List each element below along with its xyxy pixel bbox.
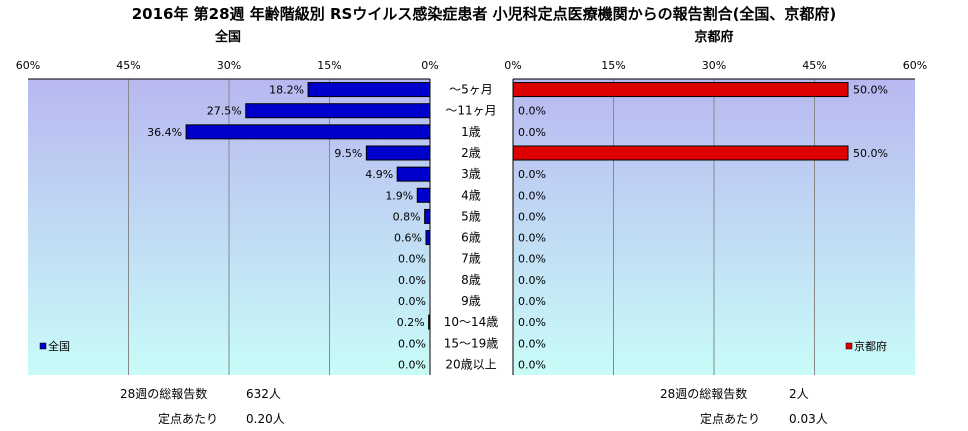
left-bar — [245, 103, 431, 119]
category-label: 3歳 — [461, 167, 481, 181]
category-label: 4歳 — [461, 188, 481, 202]
right-legend-swatch — [845, 342, 853, 350]
category-label: 7歳 — [461, 252, 481, 266]
category-label: 5歳 — [461, 209, 481, 223]
left-x-tick-label: 0% — [421, 59, 438, 72]
left-bar — [428, 314, 431, 330]
right-total-value: 2人 — [789, 387, 809, 401]
left-bar-value-label: 0.0% — [398, 358, 426, 371]
category-label: 9歳 — [461, 294, 481, 308]
right-bar-value-label: 0.0% — [518, 210, 546, 223]
right-total-label: 28週の総報告数 — [660, 387, 748, 401]
left-bar — [396, 166, 431, 182]
right-bar — [512, 145, 849, 161]
left-bar — [424, 208, 431, 224]
left-bar-value-label: 27.5% — [207, 105, 242, 118]
chart-title: 2016年 第28週 年齢階級別 RSウイルス感染症患者 小児科定点医療機関から… — [131, 5, 837, 23]
category-label: 1歳 — [461, 125, 481, 139]
left-bar-value-label: 9.5% — [334, 147, 362, 160]
right-bar-value-label: 0.0% — [518, 295, 546, 308]
right-bar — [512, 82, 849, 98]
left-panel-title: 全国 — [214, 30, 241, 45]
left-total-value: 632人 — [246, 387, 281, 401]
right-bar-value-label: 0.0% — [518, 105, 546, 118]
right-bar-value-label: 0.0% — [518, 168, 546, 181]
right-x-tick-label: 15% — [601, 59, 625, 72]
right-bar-value-label: 0.0% — [518, 274, 546, 287]
left-x-tick-label: 15% — [317, 59, 341, 72]
left-bar — [416, 187, 431, 203]
left-per-value: 0.20人 — [246, 412, 285, 426]
right-bar-value-label: 50.0% — [853, 147, 888, 160]
category-label: 2歳 — [461, 146, 481, 160]
right-bar-value-label: 0.0% — [518, 126, 546, 139]
right-bar-value-label: 0.0% — [518, 253, 546, 266]
right-panel-title: 京都府 — [694, 30, 734, 45]
right-bar-value-label: 50.0% — [853, 84, 888, 97]
left-bar — [185, 124, 431, 140]
left-bar-value-label: 0.6% — [394, 232, 422, 245]
category-label: 20歳以上 — [445, 357, 496, 371]
left-bar-value-label: 0.0% — [398, 337, 426, 350]
left-bar — [365, 145, 431, 161]
right-per-value: 0.03人 — [789, 412, 828, 426]
left-bar — [307, 82, 431, 98]
category-label: 6歳 — [461, 231, 481, 245]
right-x-tick-label: 0% — [504, 59, 521, 72]
left-bar-value-label: 1.9% — [385, 189, 413, 202]
right-x-tick-label: 60% — [903, 59, 927, 72]
right-legend-label: 京都府 — [854, 339, 887, 353]
left-bar-value-label: 0.0% — [398, 274, 426, 287]
right-bar-value-label: 0.0% — [518, 189, 546, 202]
left-legend-swatch — [39, 342, 47, 350]
right-bar-value-label: 0.0% — [518, 358, 546, 371]
left-legend-label: 全国 — [48, 339, 70, 353]
right-x-tick-label: 30% — [702, 59, 726, 72]
category-label: ～5ヶ月 — [449, 83, 493, 97]
right-bar-value-label: 0.0% — [518, 316, 546, 329]
left-total-label: 28週の総報告数 — [120, 387, 208, 401]
left-bar-value-label: 4.9% — [365, 168, 393, 181]
left-bar-value-label: 0.0% — [398, 253, 426, 266]
right-bar-value-label: 0.0% — [518, 337, 546, 350]
left-x-tick-label: 30% — [217, 59, 241, 72]
category-label: 8歳 — [461, 273, 481, 287]
right-bar-value-label: 0.0% — [518, 232, 546, 245]
left-bar-value-label: 36.4% — [147, 126, 182, 139]
left-x-tick-label: 45% — [116, 59, 140, 72]
left-per-label: 定点あたり — [158, 412, 219, 426]
right-x-tick-label: 45% — [802, 59, 826, 72]
right-per-label: 定点あたり — [700, 412, 761, 426]
left-bar-value-label: 18.2% — [269, 84, 304, 97]
left-bar — [425, 230, 431, 246]
left-bar-value-label: 0.2% — [397, 316, 425, 329]
left-x-tick-label: 60% — [16, 59, 40, 72]
left-bar-value-label: 0.8% — [393, 210, 421, 223]
category-label: 10～14歳 — [444, 315, 499, 329]
category-label: ～11ヶ月 — [445, 104, 496, 118]
category-label: 15～19歳 — [444, 336, 499, 350]
left-bar-value-label: 0.0% — [398, 295, 426, 308]
